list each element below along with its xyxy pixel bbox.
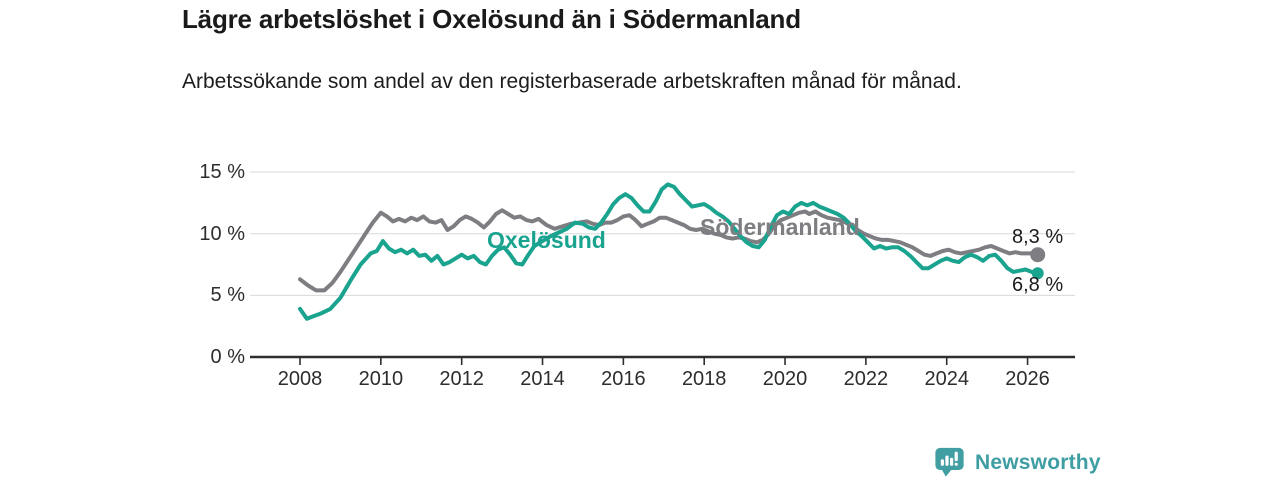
x-axis-label: 2014 bbox=[520, 368, 565, 390]
series-label-oxelosund: Oxelösund bbox=[487, 227, 606, 253]
y-axis-label: 0 % bbox=[210, 346, 245, 368]
x-axis-label: 2010 bbox=[358, 368, 404, 390]
x-axis-label: 2018 bbox=[681, 368, 727, 390]
newsworthy-logo[interactable]: Newsworthy bbox=[934, 446, 1101, 479]
series-lines bbox=[298, 182, 1046, 321]
end-value-label-oxelosund: 6,8 % bbox=[1012, 274, 1064, 296]
end-dot-oxelosund bbox=[1031, 267, 1044, 280]
chart-subtitle: Arbetssökande som andel av den registerb… bbox=[182, 70, 962, 93]
end-value-label-sodermanland: 8,3 % bbox=[1012, 226, 1064, 248]
y-axis-label: 10 % bbox=[199, 222, 245, 245]
x-axis-label: 2024 bbox=[924, 368, 969, 390]
series-line-oxelosund bbox=[298, 182, 1040, 321]
x-axis-label: 2022 bbox=[843, 368, 889, 390]
x-axis-label: 2008 bbox=[277, 368, 323, 390]
x-axis-label: 2026 bbox=[1005, 368, 1050, 390]
chart-title: Lägre arbetslöshet i Oxelösund än i Söde… bbox=[182, 4, 801, 34]
newsworthy-brand-text: Newsworthy bbox=[975, 450, 1101, 474]
x-axis-label: 2012 bbox=[439, 368, 484, 390]
y-axis-label: 15 % bbox=[199, 161, 245, 184]
x-axis bbox=[250, 355, 1075, 365]
x-axis-label: 2016 bbox=[601, 368, 646, 390]
gridlines bbox=[250, 171, 1075, 296]
series-line-sodermanland bbox=[298, 208, 1040, 293]
end-dot-sodermanland bbox=[1030, 247, 1046, 263]
x-axis-label: 2020 bbox=[762, 368, 808, 390]
y-axis-label: 5 % bbox=[210, 284, 245, 307]
newsworthy-logo-icon bbox=[935, 447, 964, 477]
series-label-sodermanland: Södermanland bbox=[700, 214, 860, 240]
